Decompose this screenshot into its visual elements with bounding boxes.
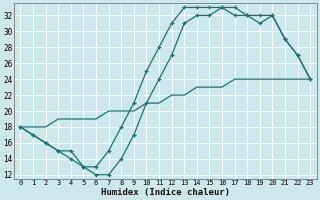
X-axis label: Humidex (Indice chaleur): Humidex (Indice chaleur) — [101, 188, 230, 197]
